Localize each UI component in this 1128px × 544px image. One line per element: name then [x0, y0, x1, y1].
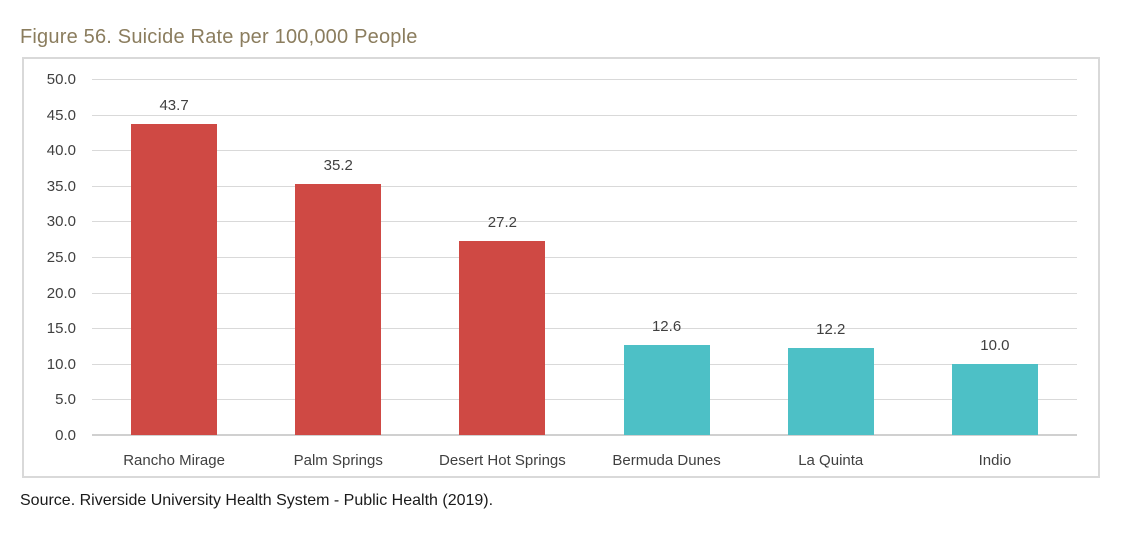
- bar-value-label: 12.2: [816, 321, 846, 339]
- x-axis-line: [92, 434, 1077, 436]
- y-tick-label: 30.0: [46, 213, 76, 231]
- x-category-label: Palm Springs: [293, 452, 383, 469]
- gridline: [92, 292, 1077, 294]
- bar: [131, 123, 218, 435]
- gridline: [92, 328, 1077, 330]
- bar-value-label: 43.7: [159, 96, 189, 114]
- source-note: Source. Riverside University Health Syst…: [20, 492, 494, 509]
- gridline: [92, 79, 1077, 80]
- y-tick-label: 45.0: [46, 106, 76, 124]
- y-tick-label: 35.0: [46, 177, 76, 195]
- gridline: [92, 363, 1077, 365]
- y-tick-label: 50.0: [46, 71, 76, 88]
- bar: [951, 363, 1038, 435]
- x-category-label: Rancho Mirage: [123, 452, 225, 469]
- y-tick-label: 25.0: [46, 249, 76, 266]
- x-category-label: Indio: [978, 452, 1012, 469]
- bar-value-label: 27.2: [487, 214, 517, 232]
- bar-value-label: 10.0: [980, 336, 1010, 354]
- bar: [295, 184, 382, 435]
- gridline: [92, 150, 1077, 152]
- bar: [623, 345, 710, 435]
- y-tick-label: 5.0: [55, 391, 76, 409]
- y-tick-label: 10.0: [46, 355, 76, 373]
- y-tick-label: 0.0: [55, 427, 76, 444]
- gridline: [92, 221, 1077, 223]
- gridline: [92, 399, 1077, 401]
- y-tick-label: 40.0: [46, 142, 76, 160]
- gridline: [92, 257, 1077, 258]
- x-category-label: Bermuda Dunes: [612, 452, 721, 469]
- bar-value-label: 12.6: [651, 318, 682, 336]
- x-category-label: Desert Hot Springs: [439, 452, 566, 469]
- bar-chart: 0.0 5.0 10.0 15.0 20.0 25.0 30.0 35.0 40.0 45.0 50…: [22, 57, 1100, 478]
- gridline: [92, 185, 1077, 187]
- y-tick-label: 15.0: [46, 320, 76, 338]
- bar-value-label: 35.2: [323, 157, 353, 175]
- y-tick-label: 20.0: [46, 284, 76, 302]
- bar: [787, 348, 874, 435]
- gridline: [92, 114, 1077, 116]
- x-category-label: La Quinta: [798, 452, 864, 469]
- bar: [459, 241, 546, 435]
- figure-title: Figure 56. Suicide Rate per 100,000 Peop…: [20, 26, 418, 48]
